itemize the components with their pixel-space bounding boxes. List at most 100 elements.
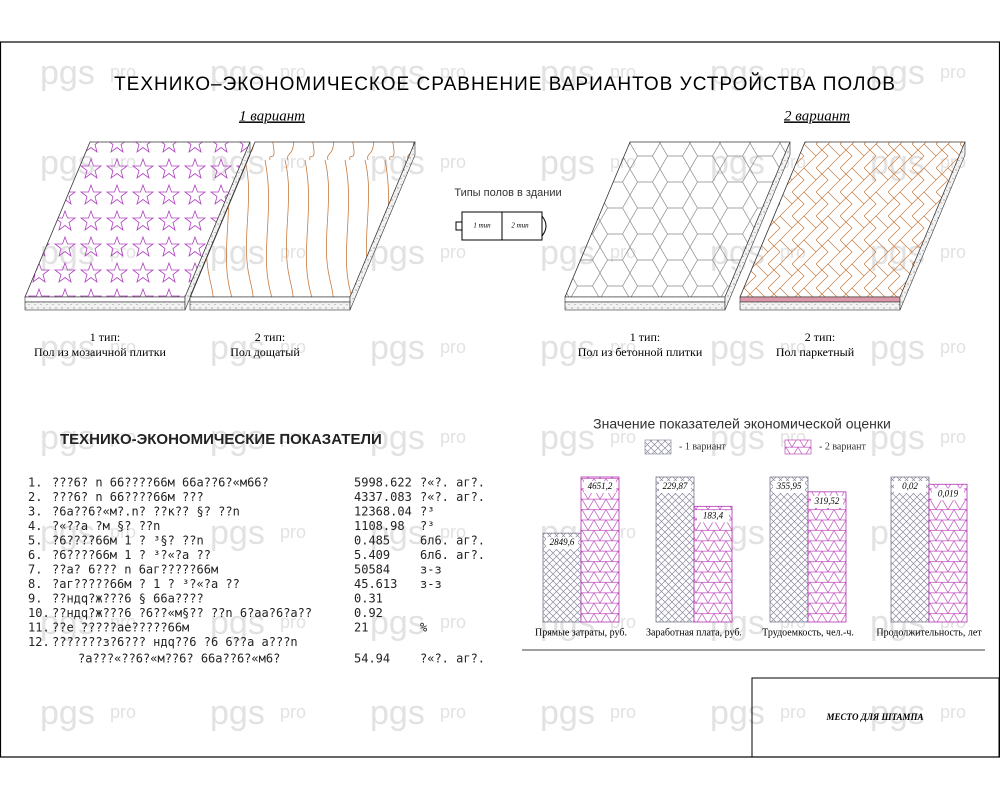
category-label: Прямые затраты, руб. bbox=[535, 627, 627, 638]
watermark: pro bbox=[780, 702, 806, 722]
value-label: 319,52 bbox=[814, 496, 840, 506]
row-value: 50584 bbox=[354, 563, 390, 577]
value-label-bg bbox=[811, 495, 843, 508]
watermark: pgs bbox=[210, 514, 265, 552]
bar bbox=[807, 491, 847, 623]
watermark: pro bbox=[780, 62, 806, 82]
category-label: Заработная плата, руб. bbox=[646, 627, 742, 638]
legend-label: - 1 вариант bbox=[679, 441, 727, 452]
watermark: pro bbox=[110, 62, 136, 82]
watermark: pgs bbox=[710, 694, 765, 732]
row-label: ???????з?6??? ндq??6 ?6 6??а а???n bbox=[52, 635, 298, 649]
watermark: pgs bbox=[870, 694, 925, 732]
row-number: 5. bbox=[28, 534, 42, 548]
value-label-bg bbox=[659, 481, 691, 493]
row-unit: 6л6. аг?. bbox=[420, 548, 485, 562]
slab-layer bbox=[739, 301, 901, 311]
value-label-bg bbox=[584, 481, 616, 493]
legend-swatch bbox=[784, 439, 812, 455]
slab-layer bbox=[739, 296, 901, 303]
row-number: 6. bbox=[28, 548, 42, 562]
row-label: ?«??а ?м §? ??n bbox=[52, 519, 160, 533]
watermark: pro bbox=[610, 427, 636, 447]
watermark: pro bbox=[440, 522, 466, 542]
value-label-bg bbox=[773, 481, 805, 493]
bar bbox=[693, 505, 733, 623]
watermark: pgs bbox=[370, 419, 425, 457]
watermark: pgs bbox=[710, 54, 765, 92]
watermark: pgs bbox=[540, 144, 595, 182]
plan-title: Типы полов в здании bbox=[454, 187, 561, 199]
watermark: pgs bbox=[210, 419, 265, 457]
row-label: ??а? 6??? n 6аг?????66м bbox=[52, 563, 218, 577]
floor-name: Пол дощатый bbox=[230, 345, 300, 359]
variant-label: 2 вариант bbox=[784, 108, 850, 124]
watermark: pro bbox=[280, 427, 306, 447]
category-label: Продолжительность, лет bbox=[876, 627, 982, 638]
row-number: 2. bbox=[28, 490, 42, 504]
value-label: 183,4 bbox=[703, 510, 724, 520]
floor-type: 1 тип: bbox=[630, 330, 660, 344]
slab-layer bbox=[564, 296, 726, 303]
row-number: 9. bbox=[28, 592, 42, 606]
watermark: pro bbox=[440, 242, 466, 262]
watermark: pro bbox=[280, 702, 306, 722]
row-unit: ?«?. аг?. bbox=[420, 490, 485, 504]
slab-layer bbox=[24, 296, 186, 303]
row-number: 8. bbox=[28, 577, 42, 591]
watermark: pgs bbox=[710, 419, 765, 457]
floor-slab: 1 тип:Пол из бетонной плитки bbox=[564, 141, 791, 359]
watermark: pgs bbox=[540, 694, 595, 732]
chart: Значение показателей экономической оценк… bbox=[522, 416, 985, 651]
row-label: ??ндq?ж???6 ?6??«м§?? ??n 6?аа?6?а?? bbox=[52, 606, 312, 620]
watermark: pgs bbox=[370, 514, 425, 552]
watermark: pgs bbox=[370, 604, 425, 642]
bar bbox=[580, 476, 620, 623]
legend-label: - 2 вариант bbox=[819, 441, 867, 452]
watermark: pro bbox=[440, 427, 466, 447]
watermark: pro bbox=[440, 152, 466, 172]
watermark: pgs bbox=[710, 329, 765, 367]
value-label: 2849,6 bbox=[550, 537, 575, 547]
watermark: pro bbox=[110, 427, 136, 447]
row-number: 1. bbox=[28, 476, 42, 490]
watermark: pro bbox=[280, 62, 306, 82]
bar bbox=[769, 476, 809, 623]
plan-label: 2 тип bbox=[511, 222, 529, 230]
bar bbox=[890, 476, 930, 623]
value-label: 229,87 bbox=[663, 481, 688, 491]
slab-layer bbox=[189, 301, 351, 311]
watermark: pgs bbox=[210, 694, 265, 732]
row-unit: ?³ bbox=[420, 519, 434, 533]
watermark: pro bbox=[940, 702, 966, 722]
row-number: 7. bbox=[28, 563, 42, 577]
row-value: 45.613 bbox=[354, 577, 397, 591]
row-number: 4. bbox=[28, 519, 42, 533]
watermark: pro bbox=[440, 337, 466, 357]
watermark: pro bbox=[280, 337, 306, 357]
row-value: 0.485 bbox=[354, 534, 390, 548]
slab-side bbox=[349, 141, 416, 311]
floor-name: Пол из мозаичной плитки bbox=[34, 345, 167, 359]
slab-side bbox=[724, 141, 791, 311]
row-unit: з-з bbox=[420, 577, 442, 591]
watermark: pro bbox=[440, 612, 466, 632]
row-value: 21 bbox=[354, 621, 368, 635]
row-unit: % bbox=[420, 621, 428, 635]
watermark: pgs bbox=[40, 514, 95, 552]
watermark: pgs bbox=[210, 54, 265, 92]
floor-type: 2 тип: bbox=[255, 330, 285, 344]
row-value: 0.92 bbox=[354, 606, 383, 620]
value-label-bg bbox=[697, 510, 729, 523]
value-label-bg bbox=[932, 488, 964, 501]
watermark: pro bbox=[940, 337, 966, 357]
row-number: 11. bbox=[28, 621, 50, 635]
row-label: ??е ?????аe?????66м bbox=[52, 621, 189, 635]
floor-type: 2 тип: bbox=[805, 330, 835, 344]
watermark: pro bbox=[280, 522, 306, 542]
row-unit: ?«?. аг?. bbox=[420, 476, 485, 490]
watermark: pgs bbox=[370, 329, 425, 367]
variant-label: 1 вариант bbox=[239, 108, 305, 124]
chart-title: Значение показателей экономической оценк… bbox=[593, 416, 891, 432]
slab-side bbox=[899, 141, 966, 311]
